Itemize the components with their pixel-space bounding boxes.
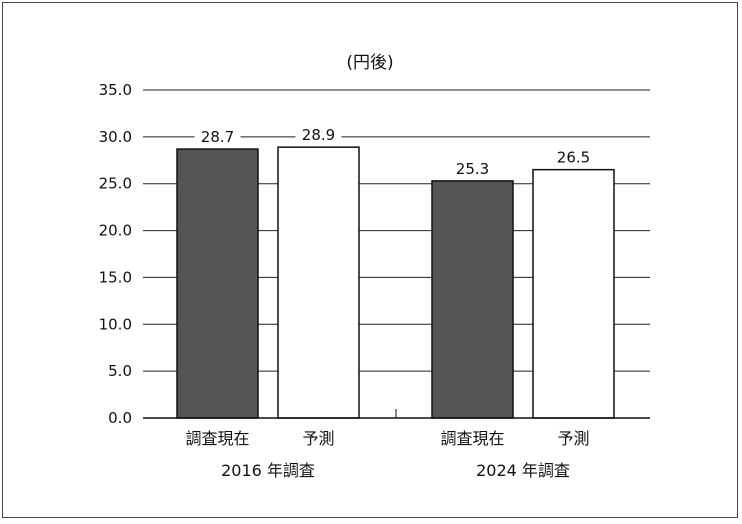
- category-label: 調査現在: [440, 429, 504, 448]
- data-label: 28.7: [201, 128, 234, 146]
- bar: [532, 168, 615, 419]
- category-label: 調査現在: [185, 429, 249, 448]
- x-axis: [143, 409, 650, 419]
- y-tick-label: 30.0: [99, 128, 132, 146]
- y-tick-label: 35.0: [99, 81, 132, 99]
- data-label-background: [550, 148, 597, 165]
- data-label: 26.5: [557, 149, 590, 167]
- bars: [176, 146, 615, 419]
- y-tick-label: 15.0: [99, 268, 132, 286]
- data-label: 25.3: [456, 160, 489, 178]
- bar: [277, 146, 360, 419]
- y-tick-label: 5.0: [108, 362, 132, 380]
- y-tick-label: 0.0: [108, 409, 132, 427]
- group-label: 2016 年調査: [221, 461, 315, 480]
- data-labels: 28.7 28.9 25.3 26.5: [194, 126, 597, 178]
- chart-frame: [2, 2, 738, 518]
- data-label-background: [295, 126, 342, 143]
- category-label: 予測: [557, 429, 589, 448]
- group-label: 2024 年調査: [476, 461, 570, 480]
- data-label-background: [449, 159, 496, 176]
- y-tick-label: 10.0: [99, 315, 132, 333]
- category-label: 予測: [302, 429, 334, 448]
- bar: [176, 148, 259, 419]
- y-axis-tick-labels: 0.0 5.0 10.0 15.0 20.0 25.0 30.0 35.0: [99, 81, 132, 427]
- y-tick-label: 20.0: [99, 222, 132, 240]
- y-tick-label: 25.0: [99, 175, 132, 193]
- data-label-background: [194, 128, 241, 145]
- data-label: 28.9: [302, 126, 335, 144]
- category-labels: 調査現在 予測 2016 年調査 調査現在 予測 2024 年調査: [185, 429, 589, 480]
- bar: [431, 180, 514, 419]
- chart-title: (円後): [346, 53, 393, 73]
